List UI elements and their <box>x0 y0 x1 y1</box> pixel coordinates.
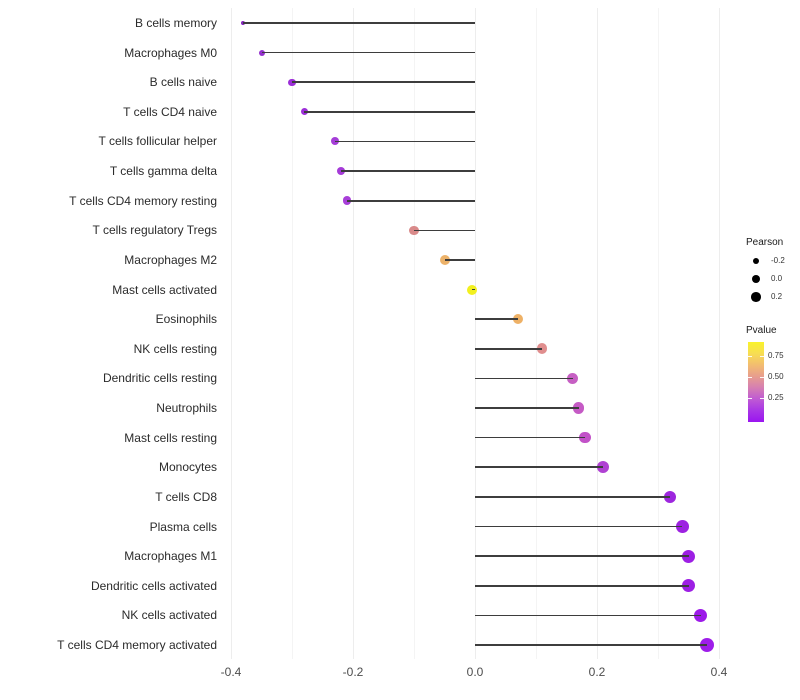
pearson-legend-title: Pearson <box>746 237 784 248</box>
pvalue-colorbar-tick-mark <box>760 356 764 358</box>
x-axis-tick-label: 0.4 <box>710 665 728 679</box>
x-axis-tick-label: 0.0 <box>466 665 484 679</box>
lollipop-stem <box>475 555 689 557</box>
y-axis-label: Plasma cells <box>149 519 217 534</box>
lollipop-stem <box>475 525 683 528</box>
pearson-legend-dot <box>751 292 761 302</box>
lollipop-dot <box>597 461 610 474</box>
lollipop-stem <box>475 318 518 320</box>
lollipop-dot <box>693 608 708 623</box>
y-axis-label: Eosinophils <box>155 312 217 327</box>
pvalue-colorbar-tick-label: 0.25 <box>768 393 784 402</box>
gridline <box>230 8 232 659</box>
pvalue-colorbar-tick-mark <box>748 398 752 399</box>
y-axis-label: T cells regulatory Tregs <box>92 223 218 238</box>
pvalue-colorbar-tick-mark <box>760 377 764 379</box>
lollipop-dot <box>682 579 695 593</box>
lollipop-stem <box>475 584 689 587</box>
lollipop-stem <box>475 644 707 646</box>
lollipop-stem <box>346 199 475 202</box>
pearson-legend-item-label: -0.2 <box>771 256 785 265</box>
y-axis-label: Mast cells activated <box>112 282 217 297</box>
x-axis-tick-label: -0.2 <box>342 665 364 679</box>
pvalue-legend-title: Pvalue <box>746 325 777 336</box>
gridline <box>718 8 720 659</box>
lollipop-stem <box>475 407 579 409</box>
y-axis-label: T cells follicular helper <box>98 134 218 149</box>
lollipop-stem <box>292 81 475 84</box>
pvalue-colorbar-tick-label: 0.75 <box>768 351 784 361</box>
lollipop-dot <box>699 637 714 652</box>
pearson-legend-dot <box>751 274 761 284</box>
y-axis-label: Dendritic cells activated <box>90 578 217 593</box>
lollipop-stem <box>243 22 475 24</box>
y-axis-label: T cells CD4 naive <box>123 104 217 119</box>
lollipop-dot <box>579 431 591 444</box>
y-axis-label: NK cells activated <box>121 608 217 623</box>
pvalue-colorbar-tick-label: 0.50 <box>768 372 784 382</box>
y-axis-label: Macrophages M2 <box>124 252 217 267</box>
lollipop-dot <box>573 402 585 414</box>
y-axis-label: Mast cells resting <box>124 430 217 445</box>
y-axis-label: B cells naive <box>149 75 217 90</box>
lollipop-stem <box>261 51 475 54</box>
gridline <box>596 8 598 659</box>
lollipop-stem <box>444 259 475 261</box>
pvalue-colorbar-tick-mark <box>748 356 752 358</box>
lollipop-stem <box>475 466 604 469</box>
lollipop-dot <box>676 520 689 533</box>
lollipop-stem <box>475 377 573 380</box>
pvalue-colorbar-tick-mark <box>748 377 752 379</box>
x-axis-tick-label: -0.4 <box>220 665 242 679</box>
lollipop-dot <box>512 313 523 325</box>
pearson-legend-dot <box>752 257 760 265</box>
lollipop-stem <box>334 140 475 143</box>
gridline <box>291 8 293 659</box>
y-axis-label: T cells CD4 memory activated <box>57 637 217 652</box>
gridline <box>352 8 354 659</box>
lollipop-dot <box>682 549 695 563</box>
y-axis-label: Macrophages M0 <box>124 45 217 60</box>
lollipop-stem <box>414 229 475 232</box>
y-axis-label: T cells gamma delta <box>109 164 217 179</box>
gridline <box>413 8 415 659</box>
lollipop-dot <box>663 490 677 504</box>
y-axis-label: Monocytes <box>158 460 217 475</box>
x-axis-tick-label: 0.2 <box>588 665 606 679</box>
lollipop-stem <box>475 496 671 498</box>
y-axis-label: B cells memory <box>134 16 217 30</box>
lollipop-dot <box>409 225 419 236</box>
pearson-legend-item-label: 0.0 <box>771 274 783 283</box>
y-axis-label: T cells CD4 memory resting <box>69 193 217 208</box>
pvalue-colorbar-tick-mark <box>760 398 764 399</box>
lollipop-stem <box>471 288 475 291</box>
y-axis-label: Macrophages M1 <box>124 549 217 564</box>
lollipop-stem <box>340 170 475 172</box>
gridline <box>474 8 476 659</box>
lollipop-dot <box>567 372 579 384</box>
lollipop-dot <box>288 78 296 86</box>
lollipop-stem <box>304 111 475 113</box>
gridline <box>657 8 659 659</box>
y-axis-label: NK cells resting <box>133 341 217 356</box>
lollipop-dot <box>336 166 345 176</box>
y-axis-label: T cells CD8 <box>155 489 217 504</box>
lollipop-stem <box>475 348 543 350</box>
gridline <box>535 8 537 659</box>
pearson-legend-item-label: 0.2 <box>771 292 783 301</box>
lollipop-stem <box>475 614 701 617</box>
y-axis-label: Neutrophils <box>156 401 217 416</box>
pvalue-colorbar-gradient <box>748 342 764 422</box>
y-axis-label: Dendritic cells resting <box>102 371 217 386</box>
lollipop-stem <box>475 436 585 439</box>
